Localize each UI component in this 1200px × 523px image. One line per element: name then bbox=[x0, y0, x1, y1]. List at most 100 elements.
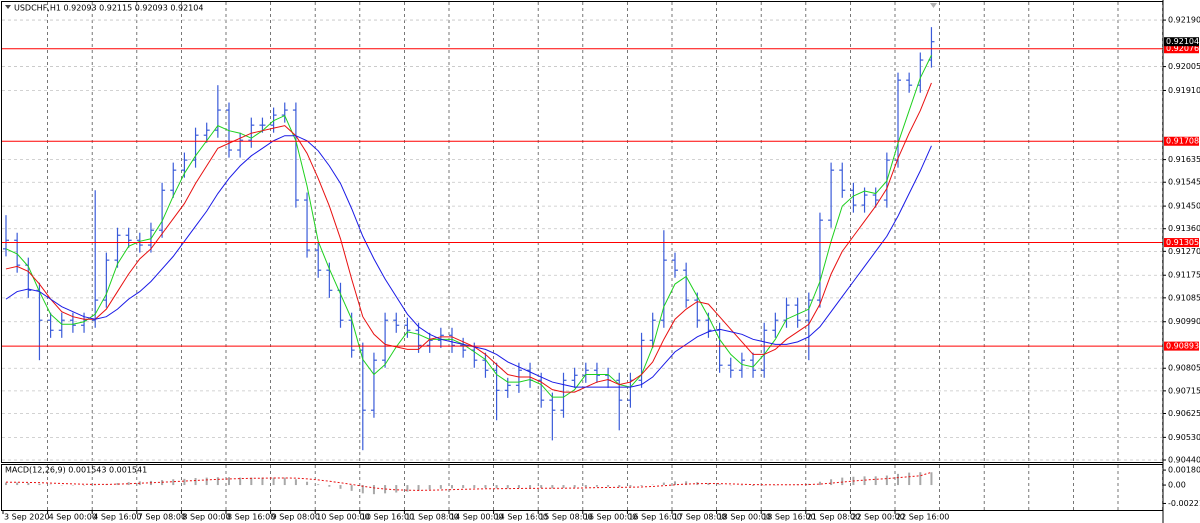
y-tick-label: 0.91085 bbox=[1168, 293, 1200, 302]
macd-bar bbox=[718, 484, 721, 486]
level-label-box bbox=[1164, 341, 1199, 351]
macd-bar bbox=[172, 479, 175, 486]
macd-bar bbox=[306, 481, 309, 486]
x-tick-label: 16 Sep 00:00 bbox=[584, 513, 637, 522]
macd-bar bbox=[384, 485, 387, 494]
x-tick-label: 21 Sep 08:00 bbox=[807, 513, 860, 522]
macd-bar bbox=[27, 482, 30, 486]
level-label: 0.91708 bbox=[1166, 137, 1199, 146]
x-tick-label: 15 Sep 08:00 bbox=[539, 513, 592, 522]
macd-bar bbox=[484, 485, 487, 488]
macd-bar bbox=[707, 482, 710, 486]
y-tick-label: 0.90805 bbox=[1168, 364, 1200, 373]
macd-bar bbox=[372, 485, 375, 495]
moving-average bbox=[5, 55, 932, 398]
macd-bar bbox=[239, 477, 242, 486]
macd-bar bbox=[573, 485, 576, 488]
macd-bar bbox=[205, 477, 208, 486]
shift-marker bbox=[930, 3, 937, 8]
x-tick-label: 16 Sep 16:00 bbox=[628, 513, 681, 522]
level-label: 0.91305 bbox=[1166, 238, 1199, 247]
x-tick-label: 4 Sep 00:00 bbox=[49, 513, 97, 522]
macd-bar bbox=[529, 485, 532, 488]
y-tick-label: 0.00 bbox=[1168, 481, 1186, 490]
x-tick-label: 10 Sep 16:00 bbox=[361, 513, 414, 522]
macd-bar bbox=[752, 485, 755, 486]
x-tick-label: 8 Sep 16:00 bbox=[227, 513, 275, 522]
x-tick-label: 18 Sep 16:00 bbox=[762, 513, 815, 522]
macd-bar bbox=[885, 475, 888, 486]
macd-bar bbox=[417, 485, 420, 491]
macd-bar bbox=[317, 484, 320, 486]
macd-bar bbox=[361, 485, 364, 494]
level-label-box bbox=[1164, 44, 1199, 54]
macd-bar bbox=[830, 479, 833, 486]
macd-bar bbox=[328, 485, 331, 487]
x-tick-label: 8 Sep 00:00 bbox=[182, 513, 230, 522]
macd-bar bbox=[395, 485, 398, 493]
macd-bar bbox=[261, 477, 264, 486]
macd-frame bbox=[1, 464, 1164, 511]
macd-bar bbox=[863, 476, 866, 486]
last-price-label: 0.92104 bbox=[1166, 37, 1199, 46]
moving-average bbox=[5, 135, 932, 388]
y-tick-label: -0.002219 bbox=[1168, 499, 1200, 508]
macd-bar bbox=[428, 485, 431, 490]
y-tick-label: 0.90715 bbox=[1168, 386, 1200, 395]
y-tick-label: 0.001807 bbox=[1168, 466, 1200, 475]
macd-bar bbox=[607, 485, 610, 487]
macd-bar bbox=[930, 472, 933, 486]
y-tick-label: 0.91450 bbox=[1168, 202, 1200, 211]
macd-bar bbox=[629, 485, 632, 487]
macd-bar bbox=[540, 485, 543, 488]
y-tick-label: 0.90530 bbox=[1168, 433, 1200, 442]
macd-bar bbox=[495, 485, 498, 489]
y-tick-label: 0.90625 bbox=[1168, 409, 1200, 418]
y-tick-label: 0.91910 bbox=[1168, 86, 1200, 95]
level-label-box bbox=[1164, 238, 1199, 248]
macd-bar bbox=[228, 477, 230, 486]
macd-bar bbox=[216, 477, 219, 486]
x-tick-label: 11 Sep 08:00 bbox=[405, 513, 458, 522]
macd-bar bbox=[506, 485, 509, 489]
macd-bar bbox=[584, 485, 587, 488]
macd-bar bbox=[38, 483, 41, 486]
macd-bar bbox=[841, 477, 844, 486]
macd-bar bbox=[451, 485, 453, 489]
y-tick-label: 0.92190 bbox=[1168, 16, 1200, 25]
y-tick-label: 0.91545 bbox=[1168, 178, 1200, 187]
level-label: 0.92076 bbox=[1166, 44, 1199, 53]
macd-bar bbox=[339, 485, 342, 489]
macd-bar bbox=[116, 482, 119, 486]
y-tick-label: 0.91360 bbox=[1168, 224, 1200, 233]
macd-bar bbox=[908, 472, 911, 486]
macd-bar bbox=[194, 478, 197, 486]
y-tick-label: 0.90990 bbox=[1168, 317, 1200, 326]
x-tick-label: 18 Sep 00:00 bbox=[718, 513, 771, 522]
macd-bar bbox=[595, 485, 598, 487]
x-tick-label: 14 Sep 00:00 bbox=[450, 513, 503, 522]
macd-bar bbox=[640, 485, 643, 486]
macd-bar bbox=[818, 481, 821, 486]
moving-average bbox=[5, 82, 932, 393]
macd-bar bbox=[618, 485, 621, 488]
macd-bar bbox=[517, 485, 520, 488]
macd-bar bbox=[685, 481, 688, 486]
macd-bar bbox=[874, 476, 877, 486]
x-tick-label: 4 Sep 16:00 bbox=[93, 513, 141, 522]
symbol-icon bbox=[5, 5, 11, 9]
x-tick-label: 3 Sep 2020 bbox=[4, 513, 50, 522]
macd-bar bbox=[439, 485, 442, 489]
macd-bar bbox=[406, 485, 409, 492]
x-tick-label: 10 Sep 00:00 bbox=[316, 513, 369, 522]
macd-bar bbox=[5, 482, 7, 486]
x-tick-label: 17 Sep 08:00 bbox=[673, 513, 726, 522]
x-tick-label: 22 Sep 16:00 bbox=[896, 513, 949, 522]
macd-bar bbox=[250, 477, 253, 486]
macd-bar bbox=[272, 477, 275, 486]
x-tick-label: 7 Sep 08:00 bbox=[138, 513, 186, 522]
macd-bar bbox=[662, 482, 665, 486]
